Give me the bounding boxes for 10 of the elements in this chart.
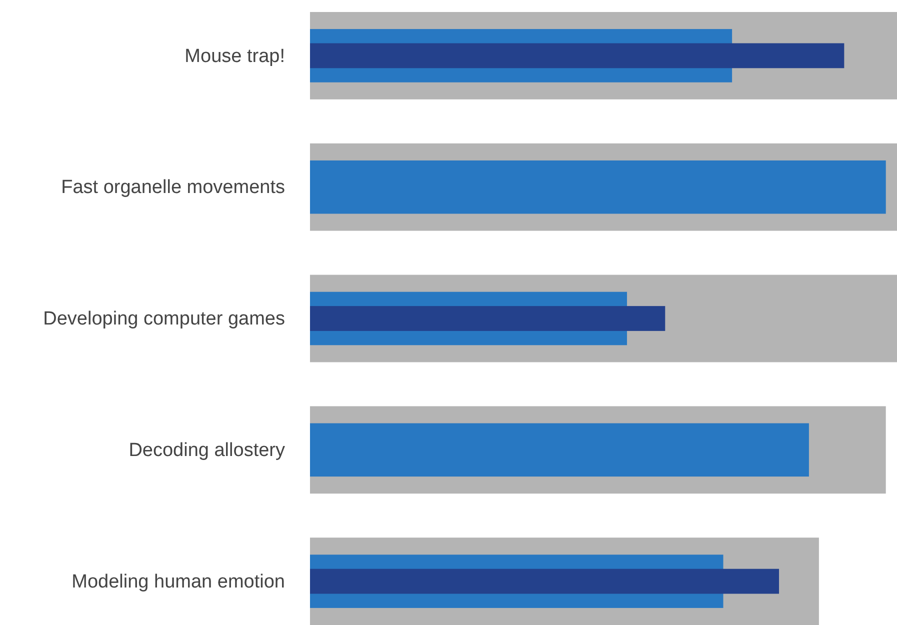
bar <box>310 423 809 477</box>
y-tick-label: Decoding allostery <box>128 440 286 461</box>
y-tick-label: Fast organelle movements <box>61 177 285 198</box>
y-tick-label: Modeling human emotion <box>72 571 285 592</box>
bar <box>310 306 666 331</box>
y-tick-label: Developing computer games <box>43 308 285 330</box>
bar <box>310 160 886 214</box>
bar <box>310 568 780 594</box>
bar <box>310 43 844 68</box>
y-tick-label: Mouse trap! <box>184 46 285 67</box>
